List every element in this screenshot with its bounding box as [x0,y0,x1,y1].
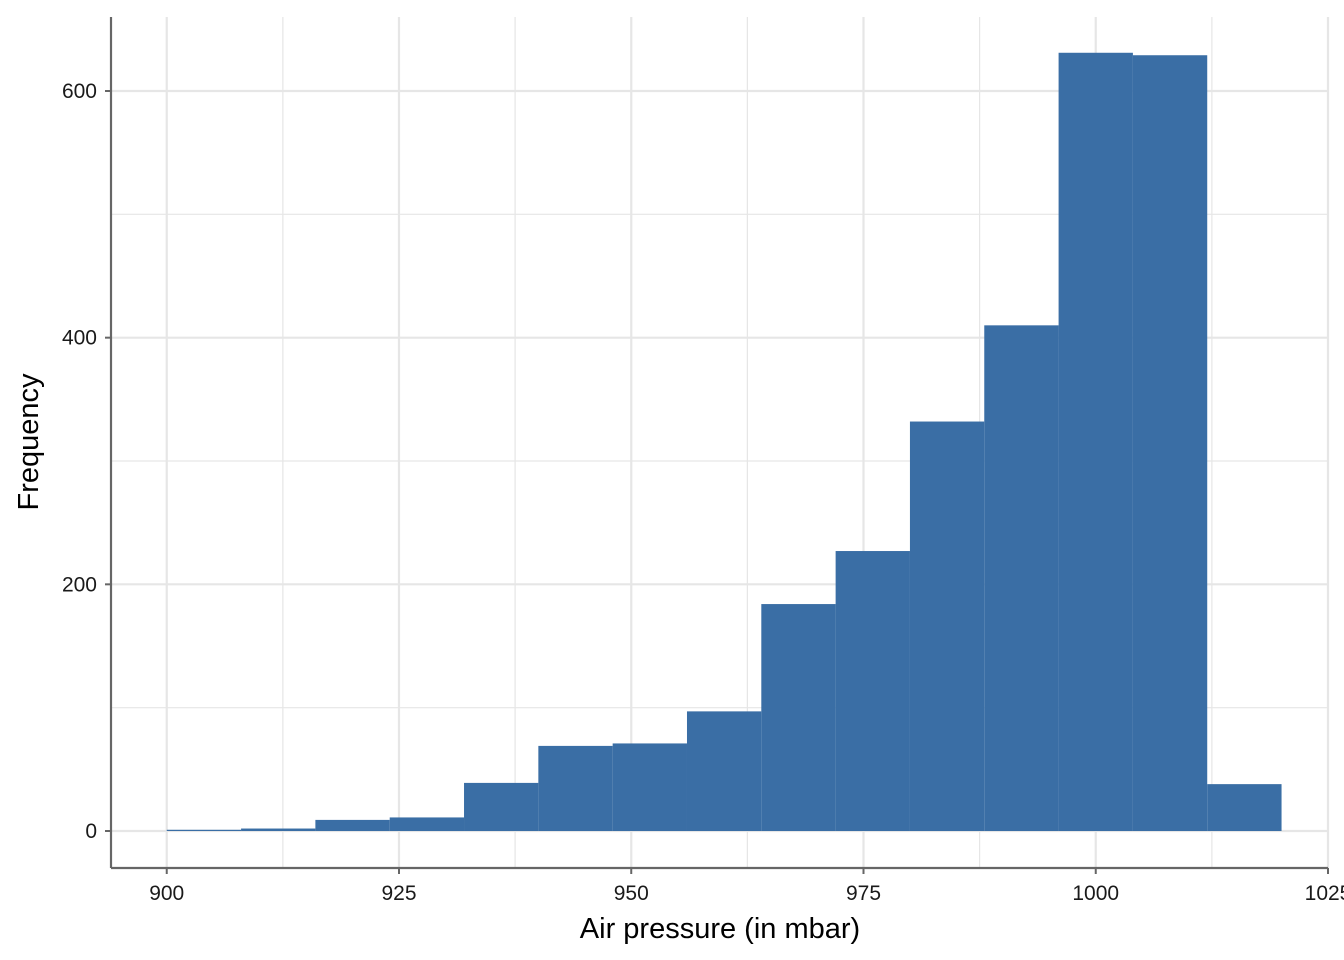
histogram-bar [984,325,1059,831]
tick-labels: 900 925 950 975 1000 1025 0 200 400 600 [62,80,1344,905]
histogram-bar [538,745,613,831]
x-tick-label: 1000 [1072,882,1119,905]
histogram-bar [761,604,836,831]
histogram-bar [909,421,985,831]
histogram-bar [389,817,465,831]
y-tick-label: 0 [85,820,97,843]
x-tick-label: 925 [381,882,416,905]
x-tick-label: 975 [846,882,881,905]
x-tick-label: 1025 [1305,882,1344,905]
histogram-bar [241,828,316,831]
x-axis-title: Air pressure (in mbar) [580,913,860,945]
histogram-bar [464,782,539,831]
x-tick-label: 900 [149,882,184,905]
histogram-bar [1207,784,1282,831]
histogram-bar [612,743,687,831]
histogram-bar [166,829,242,831]
histogram-bar [686,711,762,831]
histogram-bar [835,551,910,831]
y-tick-label: 400 [62,327,97,350]
y-tick-label: 600 [62,80,97,103]
histogram-bar [1132,55,1208,831]
bars [166,52,1282,832]
y-tick-label: 200 [62,573,97,596]
y-axis-title: Frequency [13,373,45,511]
x-tick-label: 950 [614,882,649,905]
histogram-bar [1058,52,1133,832]
histogram-bar [315,819,390,831]
axes [105,17,1329,874]
